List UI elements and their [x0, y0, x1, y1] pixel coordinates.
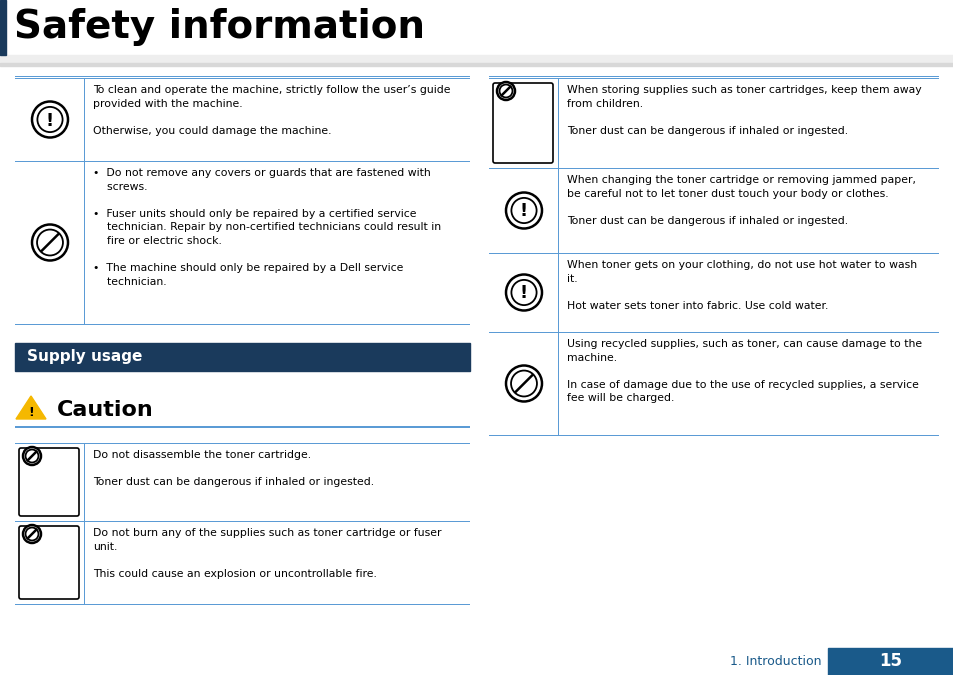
- Text: To clean and operate the machine, strictly follow the user’s guide
provided with: To clean and operate the machine, strict…: [92, 85, 450, 136]
- Bar: [15, 343, 470, 371]
- Text: Supply usage: Supply usage: [27, 350, 142, 365]
- Circle shape: [23, 447, 41, 465]
- Bar: [827, 648, 953, 675]
- Text: 15: 15: [879, 653, 902, 670]
- Text: When storing supplies such as toner cartridges, keep them away
from children.

T: When storing supplies such as toner cart…: [566, 85, 921, 136]
- Bar: [85, 78, 86, 324]
- Circle shape: [32, 225, 68, 261]
- FancyBboxPatch shape: [19, 526, 79, 599]
- Text: !: !: [519, 202, 528, 221]
- Bar: [15, 520, 470, 522]
- Text: Safety information: Safety information: [14, 8, 424, 46]
- Bar: [0, 0, 953, 55]
- Text: Do not disassemble the toner cartridge.

Toner dust can be dangerous if inhaled : Do not disassemble the toner cartridge. …: [92, 450, 374, 487]
- Bar: [0, 63, 953, 66]
- Bar: [0, 0, 6, 55]
- Text: Caution: Caution: [57, 400, 153, 420]
- Circle shape: [505, 192, 541, 229]
- Bar: [489, 252, 938, 254]
- Circle shape: [32, 101, 68, 138]
- Text: !: !: [28, 406, 34, 419]
- Text: !: !: [519, 284, 528, 302]
- Text: !: !: [46, 111, 54, 130]
- FancyBboxPatch shape: [493, 83, 553, 163]
- Text: When toner gets on your clothing, do not use hot water to wash
it.

Hot water se: When toner gets on your clothing, do not…: [566, 260, 916, 310]
- Circle shape: [497, 82, 515, 100]
- Text: •  Do not remove any covers or guards that are fastened with
    screws.

•  Fus: • Do not remove any covers or guards tha…: [92, 168, 440, 287]
- Bar: [15, 603, 470, 605]
- FancyBboxPatch shape: [19, 448, 79, 516]
- Text: Do not burn any of the supplies such as toner cartridge or fuser
unit.

This cou: Do not burn any of the supplies such as …: [92, 528, 441, 578]
- Circle shape: [23, 525, 41, 543]
- Polygon shape: [16, 396, 46, 419]
- Bar: [0, 648, 953, 675]
- Bar: [15, 323, 470, 325]
- Circle shape: [505, 275, 541, 310]
- Circle shape: [505, 365, 541, 402]
- Bar: [0, 55, 953, 63]
- Text: 1. Introduction: 1. Introduction: [730, 655, 821, 668]
- Bar: [489, 167, 938, 169]
- Bar: [489, 331, 938, 333]
- Text: Using recycled supplies, such as toner, can cause damage to the
machine.

In cas: Using recycled supplies, such as toner, …: [566, 339, 922, 404]
- Text: When changing the toner cartridge or removing jammed paper,
be careful not to le: When changing the toner cartridge or rem…: [566, 175, 915, 226]
- Bar: [85, 443, 86, 604]
